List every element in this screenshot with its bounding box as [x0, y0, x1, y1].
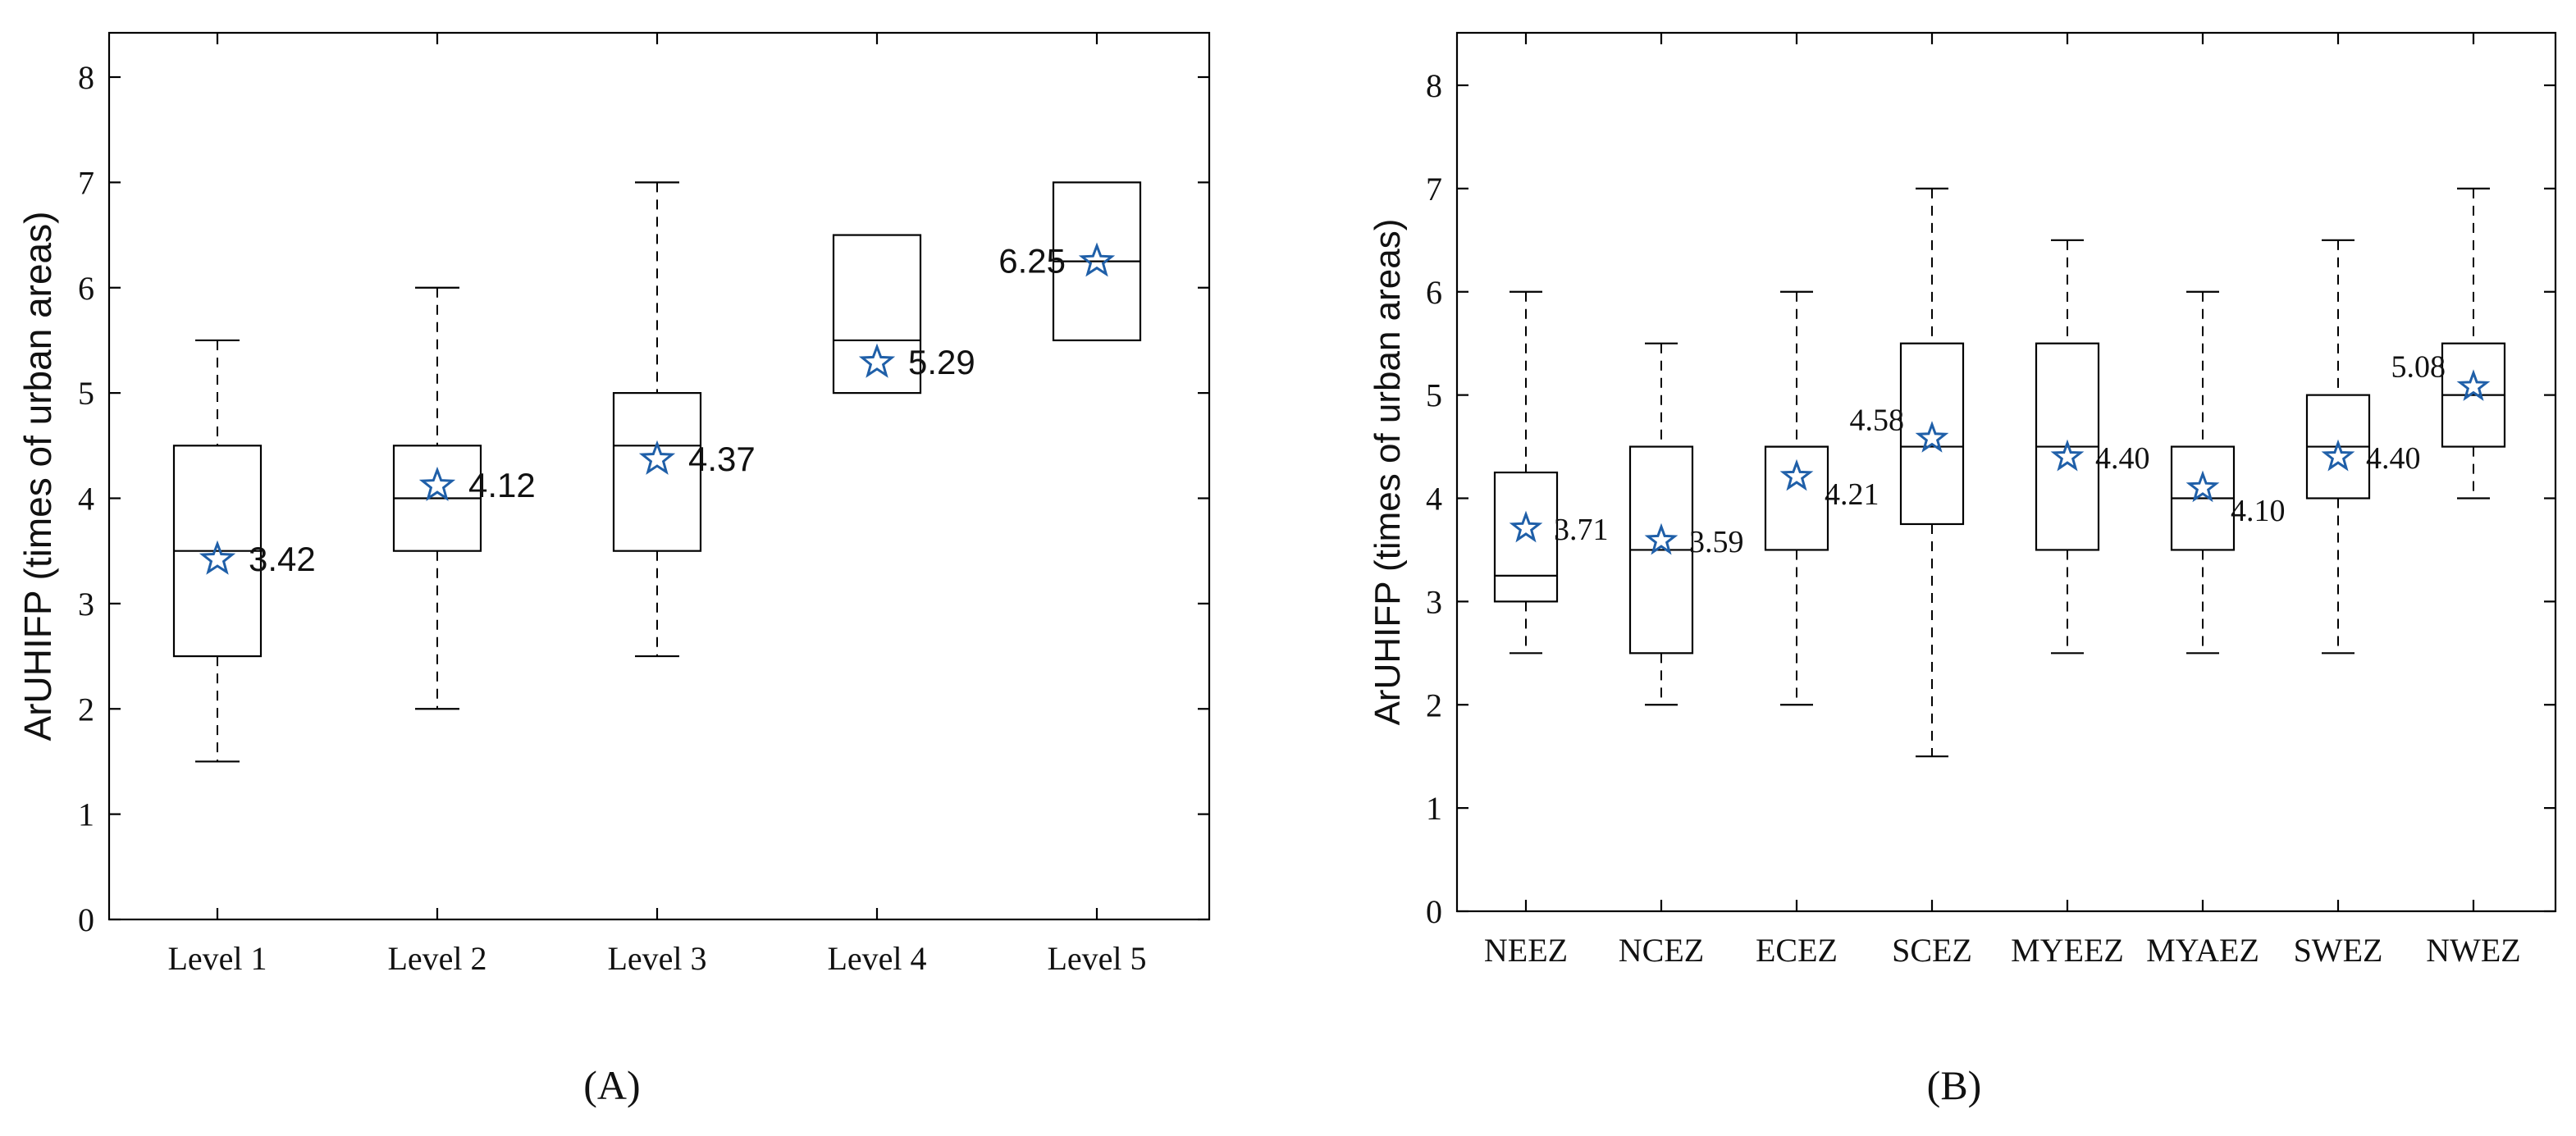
panel-label-a: (A): [583, 1062, 640, 1108]
category-label-b: SWEZ: [2294, 932, 2383, 969]
mean-star-icon: [418, 466, 456, 501]
y-tick-label-b: 2: [1426, 687, 1442, 723]
mean-value-label: 4.37: [688, 440, 756, 478]
iqr-box: [612, 392, 702, 552]
panel-label-b: (B): [1927, 1062, 1982, 1108]
mean-value-label: 4.40: [2095, 441, 2150, 476]
category-label-a: Level 3: [607, 940, 706, 977]
mean-value-label: 4.40: [2366, 441, 2421, 476]
mean-star-icon: [2456, 369, 2491, 401]
y-tick-label-a: 5: [78, 375, 94, 412]
y-tick-label-b: 0: [1426, 893, 1442, 930]
mean-star-icon: [2185, 470, 2220, 503]
y-tick-label-a: 6: [78, 270, 94, 307]
y-tick-label-a: 3: [78, 586, 94, 623]
mean-value-label: 3.59: [1689, 525, 1744, 559]
mean-star-icon: [199, 540, 236, 575]
mean-value-label: 5.29: [908, 343, 975, 381]
y-tick-label-a: 4: [78, 481, 94, 518]
mean-star-icon: [858, 343, 896, 378]
plot-frame-a: [107, 31, 1211, 921]
mean-star-icon: [1509, 510, 1543, 543]
mean-star-icon: [1779, 459, 1814, 491]
y-tick-label-a: 1: [78, 796, 94, 833]
category-label-b: NEEZ: [1484, 932, 1568, 969]
iqr-box: [1493, 471, 1559, 603]
y-tick-label-b: 6: [1426, 274, 1442, 311]
y-tick-label-a: 7: [78, 164, 94, 201]
mean-star-icon: [638, 440, 676, 475]
panel-b-boxplot: 0 1 2 3 4 5 6 7 8 ArUHIFP (times of urban areas) N…: [1368, 31, 2557, 1108]
category-label-a: Level 2: [387, 940, 486, 977]
mean-value-label: 4.21: [1825, 477, 1879, 512]
y-tick-label-a: 8: [78, 59, 94, 96]
mean-star-icon: [1644, 522, 1679, 555]
mean-value-label: 3.42: [249, 540, 316, 578]
mean-value-label: 4.12: [468, 466, 536, 504]
category-label-a: Level 1: [167, 940, 267, 977]
y-tick-label-a: 0: [78, 901, 94, 938]
y-tick-label-b: 8: [1426, 67, 1442, 104]
iqr-box: [1899, 342, 1965, 526]
y-axis-title-b: ArUHIFP (times of urban areas): [1368, 219, 1408, 726]
category-label-a: Level 4: [827, 940, 926, 977]
y-axis-title-a: ArUHIFP (times of urban areas): [16, 212, 59, 741]
y-tick-label-b: 1: [1426, 790, 1442, 827]
mean-star-icon: [2050, 439, 2085, 472]
mean-value-label: 3.71: [1554, 513, 1609, 547]
mean-star-icon: [1915, 421, 1949, 453]
y-tick-label-a: 2: [78, 691, 94, 728]
y-tick-label-b: 5: [1426, 377, 1442, 414]
mean-value-label: 4.10: [2231, 494, 2286, 528]
mean-star-icon: [2321, 439, 2355, 472]
category-label-b: SCEZ: [1892, 932, 1972, 969]
plot-frame-b: [1455, 31, 2557, 913]
category-label-b: ECEZ: [1756, 932, 1838, 969]
mean-star-icon: [1078, 242, 1116, 277]
category-label-b: MYEEZ: [2011, 932, 2124, 969]
y-tick-label-b: 4: [1426, 481, 1442, 518]
mean-value-label: 6.25: [998, 242, 1066, 281]
iqr-box: [832, 234, 922, 395]
category-label-a: Level 5: [1047, 940, 1146, 977]
mean-value-label: 5.08: [2391, 350, 2446, 385]
category-label-b: MYAEZ: [2146, 932, 2259, 969]
category-label-b: NWEZ: [2426, 932, 2521, 969]
mean-value-label: 4.58: [1850, 403, 1905, 437]
y-tick-label-b: 3: [1426, 583, 1442, 620]
category-label-b: NCEZ: [1619, 932, 1704, 969]
y-tick-label-b: 7: [1426, 171, 1442, 208]
panel-a-boxplot: 0 1 2 3 4 5 6 7 8 ArUHIFP (times of urban areas) L…: [16, 31, 1211, 1108]
